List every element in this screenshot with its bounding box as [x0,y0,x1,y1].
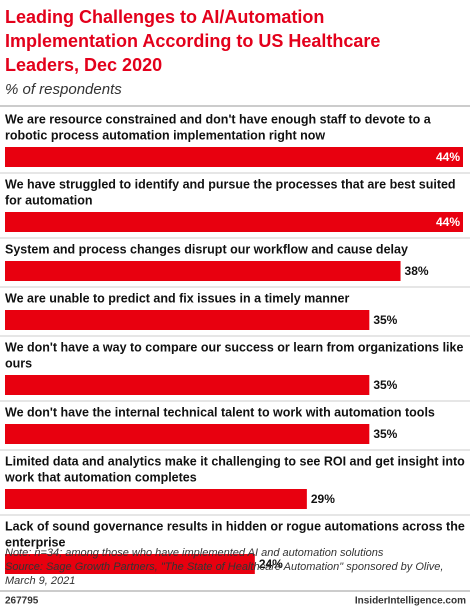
value-label: 35% [373,313,397,327]
bar [5,375,370,395]
bar [5,261,401,281]
note: Source: Sage Growth Partners, "The State… [5,561,443,573]
category-label: Limited data and analytics make it chall… [5,454,465,468]
category-label: We don't have the internal technical tal… [5,405,435,419]
footer-id: 267795 [5,596,39,607]
category-label: work that automation completes [4,470,197,484]
category-label: We have struggled to identify and pursue… [5,177,456,191]
bar [5,147,463,167]
category-label: We are unable to predict and fix issues … [5,291,349,305]
value-label: 44% [436,215,460,229]
chart-title: Implementation According to US Healthcar… [5,31,380,51]
footer-brand: InsiderIntelligence.com [355,596,466,607]
category-label: for automation [5,193,93,207]
category-label: System and process changes disrupt our w… [5,242,408,256]
category-label: We are resource constrained and don't ha… [5,112,432,126]
bar [5,310,370,330]
category-label: ours [5,356,32,370]
chart-title: Leaders, Dec 2020 [5,55,162,75]
value-label: 29% [311,492,335,506]
note: Note: n=34; among those who have impleme… [5,547,384,559]
value-label: 38% [405,264,429,278]
category-label: enterprise [5,535,65,549]
chart-title: Leading Challenges to AI/Automation [5,7,324,27]
note: March 9, 2021 [5,575,75,587]
bar [5,424,370,444]
bar [5,212,463,232]
category-label: Lack of sound governance results in hidd… [5,519,465,533]
value-label: 35% [373,427,397,441]
value-label: 44% [436,150,460,164]
category-label: We don't have a way to compare our succe… [5,340,463,354]
value-label: 35% [373,378,397,392]
category-label: robotic process automation implementatio… [5,128,325,142]
chart-subtitle: % of respondents [5,81,122,98]
bar [5,554,255,574]
bar [5,489,307,509]
value-label: 24% [259,557,283,571]
